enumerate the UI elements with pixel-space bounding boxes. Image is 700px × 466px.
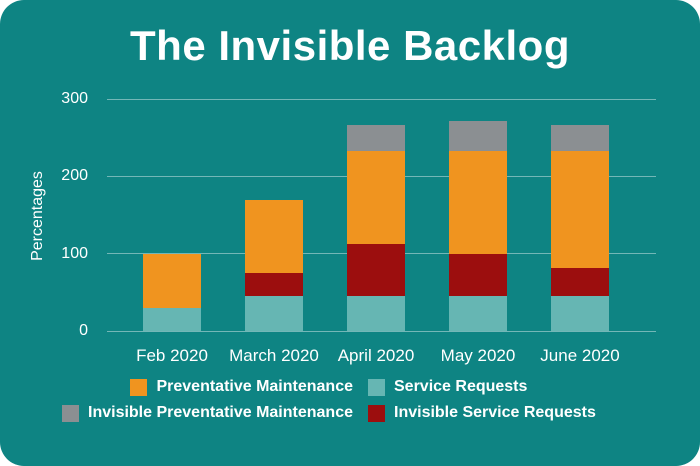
- chart-title: The Invisible Backlog: [130, 22, 570, 69]
- bar-segment: [143, 307, 201, 331]
- legend: Preventative Maintenance Service Requests…: [0, 378, 700, 422]
- bar-segment: [551, 267, 609, 297]
- bar-segment: [347, 243, 405, 297]
- bar-segment: [449, 150, 507, 254]
- x-tick-label: June 2020: [540, 346, 620, 365]
- legend-item: Invisible Preventative Maintenance: [0, 404, 353, 422]
- x-tick-label: Feb 2020: [136, 346, 208, 365]
- y-tick-label: 200: [61, 167, 88, 185]
- y-tick-label: 300: [61, 90, 88, 107]
- legend-item: Service Requests: [368, 378, 700, 396]
- bar-segment: [551, 296, 609, 331]
- x-tick-label: April 2020: [337, 346, 415, 365]
- bar-segment: [245, 199, 303, 273]
- bar-segment: [449, 296, 507, 331]
- legend-label: Invisible Service Requests: [394, 404, 596, 421]
- bar-segment: [347, 296, 405, 331]
- x-tick-label: March 2020: [229, 346, 319, 365]
- bar-segment: [551, 125, 609, 151]
- legend-label: Preventative Maintenance: [156, 378, 353, 395]
- legend-item: Invisible Service Requests: [368, 404, 700, 422]
- legend-label: Service Requests: [394, 378, 528, 395]
- bar-segment: [245, 273, 303, 297]
- bar-segment: [245, 296, 303, 331]
- legend-swatch-icon: [368, 404, 385, 422]
- y-tick-label: 0: [79, 322, 88, 339]
- legend-swatch-icon: [130, 378, 148, 396]
- bar-segment: [347, 125, 405, 151]
- gridline-300: [107, 98, 656, 100]
- legend-swatch-icon: [368, 378, 385, 396]
- y-tick-label: 100: [61, 244, 88, 262]
- legend-label: Invisible Preventative Maintenance: [88, 404, 353, 421]
- bar-segment: [449, 253, 507, 297]
- legend-swatch-icon: [62, 404, 79, 422]
- x-tick-label: May 2020: [440, 346, 516, 365]
- legend-item: Preventative Maintenance: [0, 378, 353, 396]
- gridline-0: [107, 330, 656, 332]
- bar-segment: [143, 253, 201, 308]
- bar-segment: [551, 150, 609, 268]
- bar-segment: [347, 150, 405, 244]
- bar-segment: [449, 120, 507, 151]
